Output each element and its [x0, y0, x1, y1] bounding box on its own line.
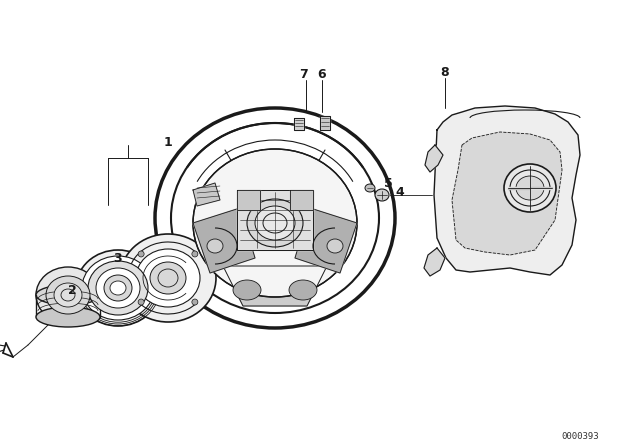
Text: 7: 7 [300, 68, 308, 81]
Ellipse shape [255, 206, 295, 240]
Ellipse shape [120, 234, 216, 322]
Text: 6: 6 [317, 68, 326, 81]
Ellipse shape [504, 164, 556, 212]
Ellipse shape [110, 281, 126, 295]
Polygon shape [237, 190, 260, 210]
Polygon shape [320, 116, 330, 130]
Ellipse shape [375, 189, 389, 201]
Text: 0000393: 0000393 [561, 431, 599, 440]
Text: 8: 8 [441, 65, 449, 78]
Polygon shape [452, 132, 562, 255]
Ellipse shape [36, 267, 100, 323]
Ellipse shape [82, 256, 154, 320]
Ellipse shape [46, 276, 90, 314]
Polygon shape [508, 188, 529, 189]
Ellipse shape [192, 251, 198, 257]
Text: 2: 2 [68, 284, 76, 297]
Text: 1: 1 [164, 135, 172, 148]
Ellipse shape [96, 268, 140, 308]
Polygon shape [223, 266, 327, 306]
Ellipse shape [54, 283, 82, 307]
Ellipse shape [138, 251, 144, 257]
Ellipse shape [136, 249, 200, 307]
Text: 3: 3 [114, 251, 122, 264]
Ellipse shape [150, 262, 186, 294]
Ellipse shape [289, 280, 317, 300]
Polygon shape [193, 208, 255, 273]
Ellipse shape [192, 299, 198, 305]
Ellipse shape [104, 275, 132, 301]
Polygon shape [425, 145, 443, 172]
Polygon shape [531, 188, 552, 189]
Ellipse shape [88, 261, 148, 315]
Text: 5: 5 [383, 177, 392, 190]
Polygon shape [193, 183, 220, 206]
Ellipse shape [36, 307, 100, 327]
Polygon shape [531, 187, 552, 188]
Polygon shape [237, 190, 313, 250]
Polygon shape [295, 208, 357, 273]
Polygon shape [290, 190, 313, 210]
Polygon shape [294, 118, 304, 130]
Ellipse shape [76, 250, 160, 326]
Ellipse shape [247, 199, 303, 247]
Polygon shape [508, 187, 529, 188]
Ellipse shape [516, 176, 544, 200]
Text: 4: 4 [396, 185, 404, 198]
Ellipse shape [138, 299, 144, 305]
Polygon shape [424, 248, 445, 276]
Ellipse shape [327, 239, 343, 253]
Ellipse shape [207, 239, 223, 253]
Polygon shape [434, 106, 580, 275]
Ellipse shape [365, 184, 375, 192]
Ellipse shape [36, 285, 100, 305]
Ellipse shape [193, 149, 357, 297]
Ellipse shape [233, 280, 261, 300]
